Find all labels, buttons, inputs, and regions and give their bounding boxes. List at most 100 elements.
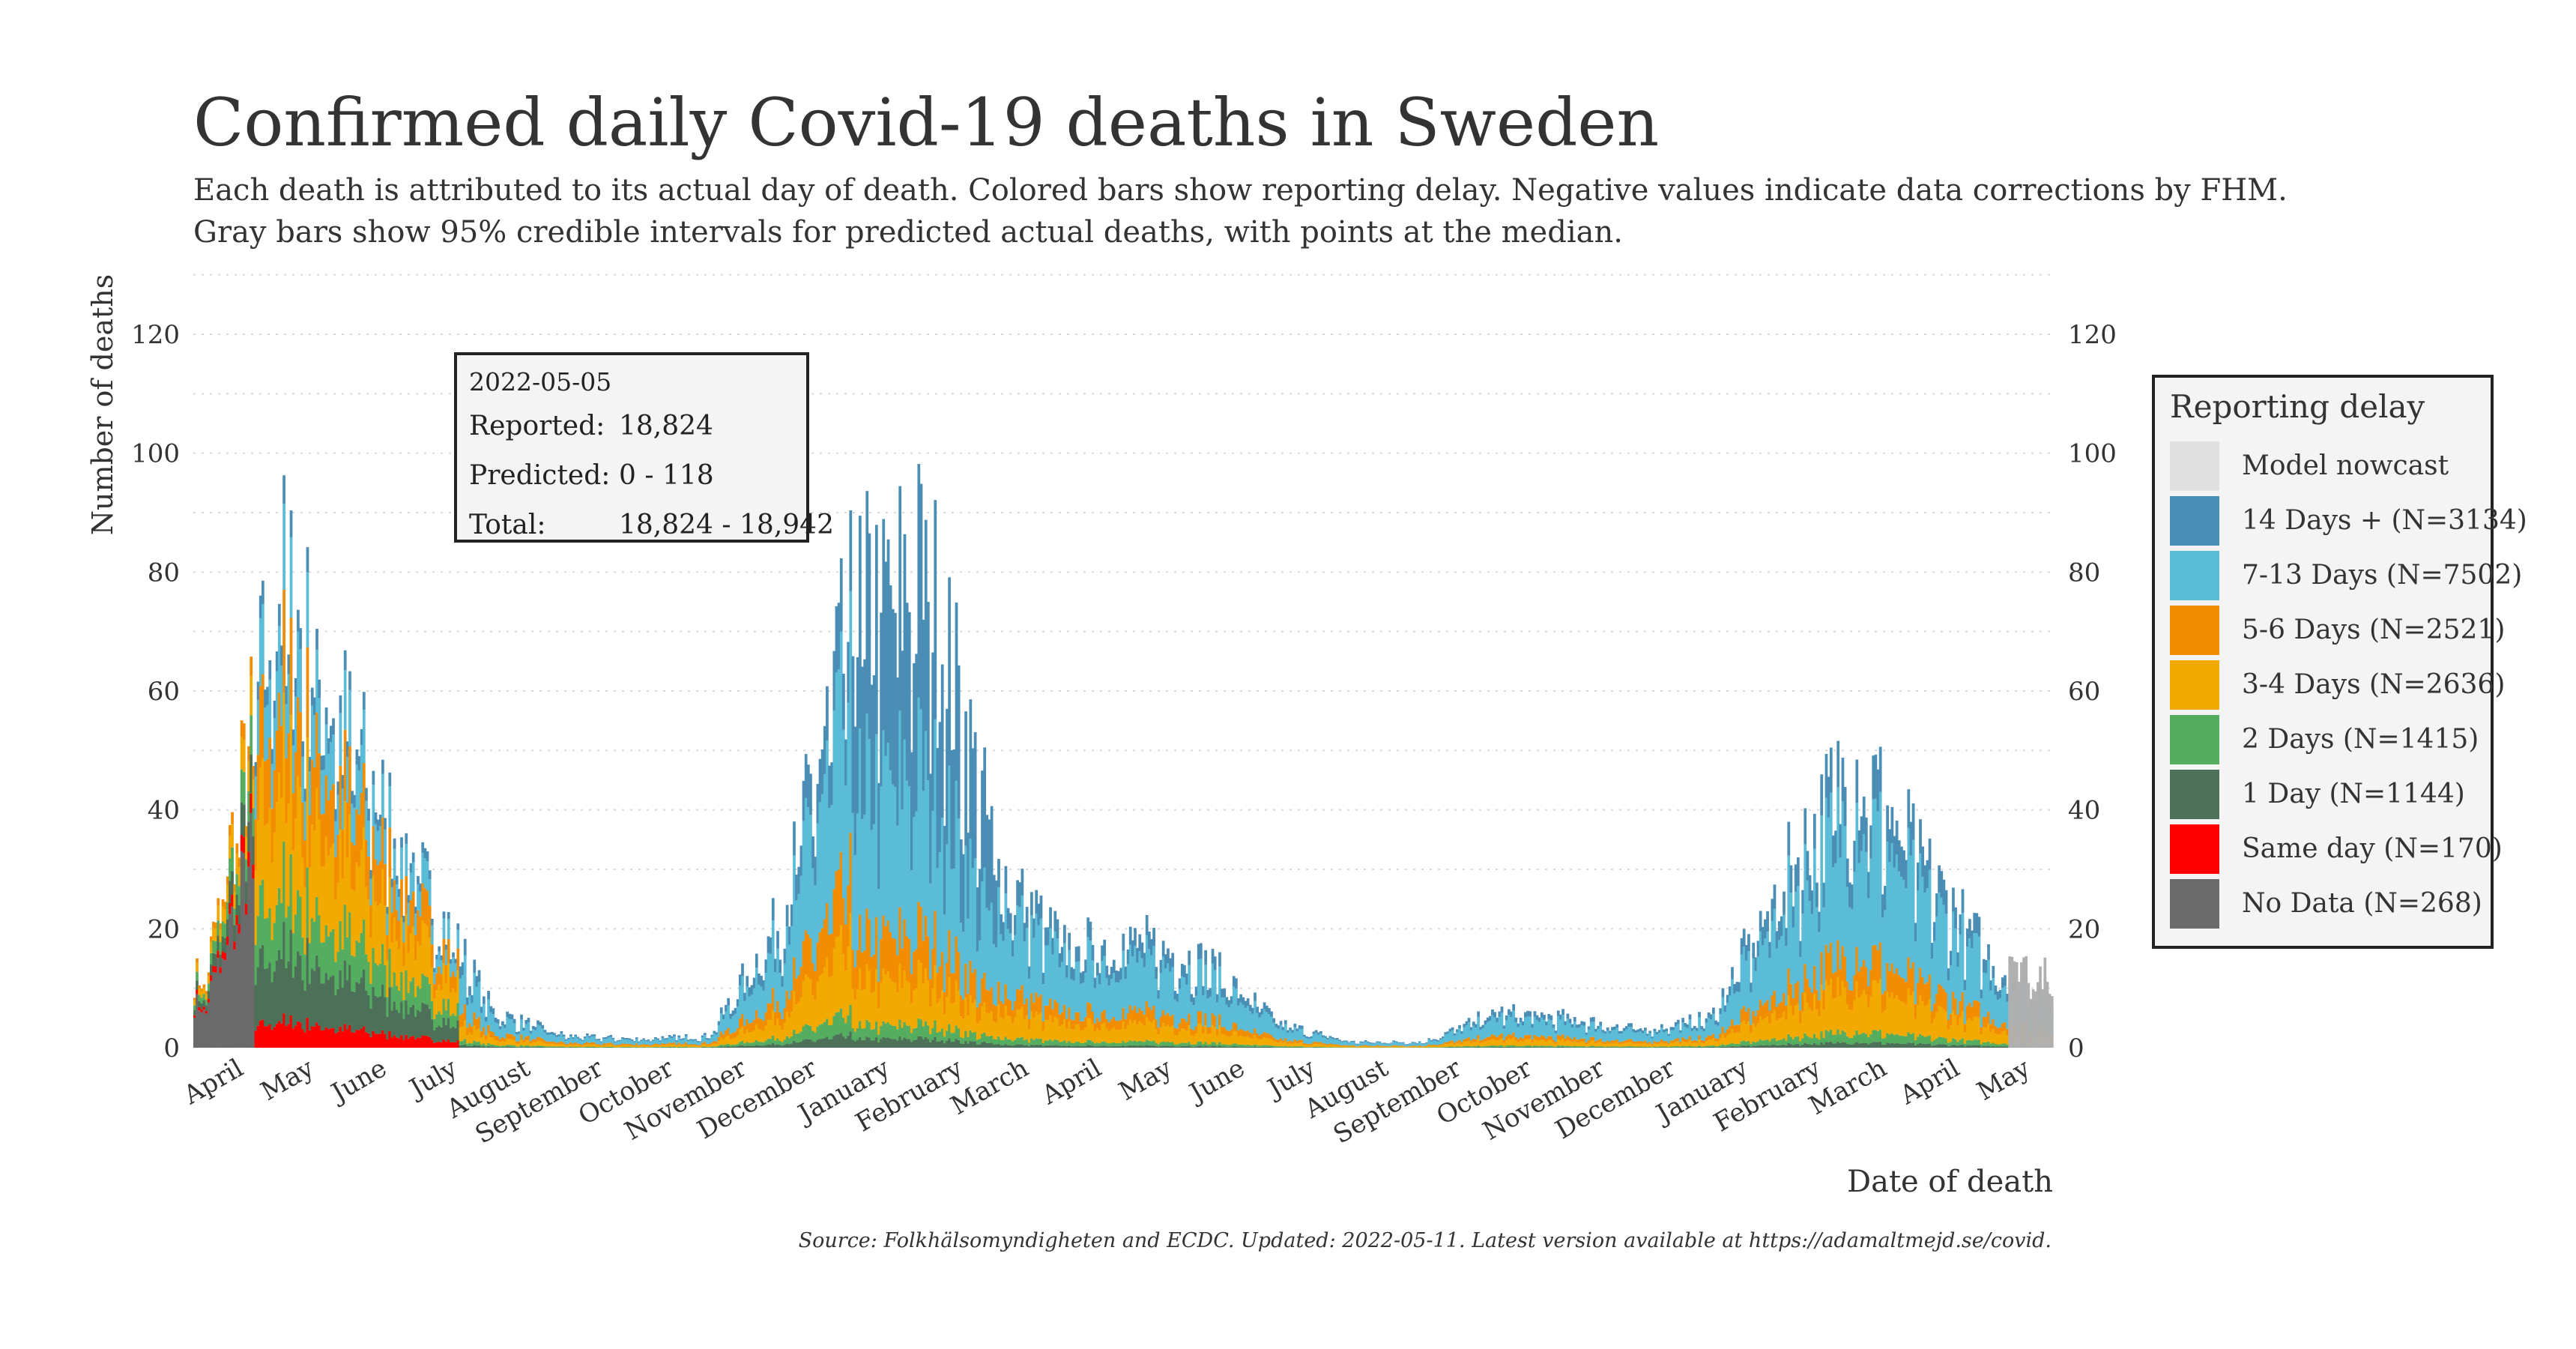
bar-segment (1232, 1043, 1236, 1047)
bar-segment (1747, 951, 1750, 1008)
bar-segment (889, 1024, 892, 1039)
bar-segment (992, 944, 996, 1005)
bar-segment (799, 1031, 803, 1042)
bar-segment (1606, 1046, 1609, 1048)
bar-segment (291, 977, 295, 1029)
bar-segment (1834, 998, 1837, 1035)
bar-segment (1011, 1023, 1015, 1042)
bar-segment (826, 1036, 829, 1048)
bar-segment (395, 875, 399, 884)
nowcast-bar (2015, 962, 2019, 1048)
bar-segment (1989, 980, 1993, 991)
bar-segment (1568, 1047, 1572, 1048)
bar-segment (473, 1040, 477, 1045)
bar-segment (611, 1037, 615, 1039)
bar-segment (1747, 1021, 1750, 1041)
bar-segment (990, 987, 994, 1012)
bar-segment (566, 1037, 570, 1039)
bar-segment (844, 971, 847, 1024)
bar-segment (522, 1039, 526, 1043)
legend-item-7-13-days[interactable]: 7-13 Days (N=7502) (2170, 548, 2522, 603)
bar-segment (513, 1040, 516, 1045)
bar-segment (581, 1041, 584, 1045)
bar-segment (1197, 1024, 1200, 1042)
legend-item-2-days[interactable]: 2 Days (N=1415) (2170, 712, 2479, 767)
tooltip-total-value: 18,824 - 18,942 (619, 510, 834, 540)
bar-segment (1498, 1035, 1502, 1039)
bar-segment (435, 1014, 438, 1027)
bar-segment (264, 918, 267, 969)
bar-segment (419, 883, 422, 892)
bar-segment (870, 830, 874, 957)
bar-segment (1806, 880, 1809, 980)
bar-segment (1860, 1042, 1863, 1048)
bar-segment (1667, 1044, 1671, 1047)
bar-segment (400, 917, 403, 972)
bar-segment (240, 720, 244, 737)
legend-item-1-day[interactable]: 1 Day (N=1144) (2170, 767, 2476, 821)
legend-item-model-nowcast[interactable]: Model nowcast (2170, 438, 2476, 493)
legend-item-14-days[interactable]: 14 Days + (N=3134) (2170, 493, 2527, 548)
bar-segment (715, 1034, 719, 1042)
bar-segment (1603, 1042, 1607, 1044)
bar-segment (1930, 1011, 1934, 1024)
bar-segment (905, 1025, 909, 1039)
bar-segment (1998, 998, 2002, 1027)
bar-segment (489, 1006, 493, 1012)
bar-segment (926, 1025, 930, 1039)
bar-segment (767, 1003, 770, 1020)
bar-segment (889, 932, 892, 979)
bar-segment (242, 853, 246, 1048)
bar-segment (1529, 1016, 1532, 1035)
bar-segment (1155, 1042, 1158, 1046)
bar-segment (1244, 1001, 1248, 1008)
bar-segment (1606, 1047, 1609, 1048)
legend-item-5-6-days[interactable]: 5-6 Days (N=2521) (2170, 603, 2505, 657)
bar-segment (508, 1013, 512, 1019)
bar-segment (1027, 1029, 1031, 1043)
bar-segment (1004, 1044, 1008, 1048)
bar-segment (717, 1024, 721, 1037)
bar-segment (1477, 1039, 1480, 1046)
bar-segment (1756, 1041, 1760, 1046)
bar-segment (1785, 1006, 1789, 1021)
bar-segment (1112, 959, 1116, 974)
bar-segment (217, 958, 220, 1048)
bar-segment (536, 1036, 539, 1041)
bar-segment (310, 824, 314, 919)
bar-segment (725, 1046, 728, 1048)
bar-segment (1561, 1039, 1564, 1045)
bar-segment (818, 975, 822, 1025)
bar-segment (764, 1040, 768, 1045)
legend-item-same-day[interactable]: Same day (N=170) (2170, 821, 2503, 876)
bar-segment (811, 868, 814, 964)
bar-segment (1552, 1042, 1555, 1047)
bar-segment (1161, 1045, 1165, 1048)
legend-item-no-data[interactable]: No Data (N=268) (2170, 876, 2482, 931)
legend-item-3-4-days[interactable]: 3-4 Days (N=2636) (2170, 657, 2505, 712)
bar-segment (320, 983, 324, 1030)
bar-segment (804, 754, 808, 798)
bar-segment (1742, 1045, 1746, 1048)
bar-segment (823, 967, 826, 1022)
bar-segment (994, 1006, 998, 1023)
bar-segment (635, 1043, 638, 1045)
bar-segment (1095, 975, 1099, 1018)
bar-segment (543, 1040, 547, 1044)
bar-segment (955, 780, 958, 937)
bar-segment (1660, 1039, 1663, 1042)
bar-segment (880, 938, 883, 983)
bar-segment (1843, 1042, 1847, 1048)
bar-segment (1145, 1001, 1149, 1018)
bar-segment (343, 801, 347, 905)
bar-segment (372, 875, 375, 949)
bar-segment (270, 809, 274, 863)
bar-segment (1552, 1027, 1555, 1040)
bar-segment (826, 957, 829, 1019)
bar-segment (694, 1047, 698, 1048)
bar-segment (981, 1006, 984, 1034)
bar-segment (823, 1038, 826, 1048)
bar-segment (1265, 1005, 1269, 1012)
bar-segment (390, 943, 394, 987)
bar-segment (856, 657, 859, 814)
